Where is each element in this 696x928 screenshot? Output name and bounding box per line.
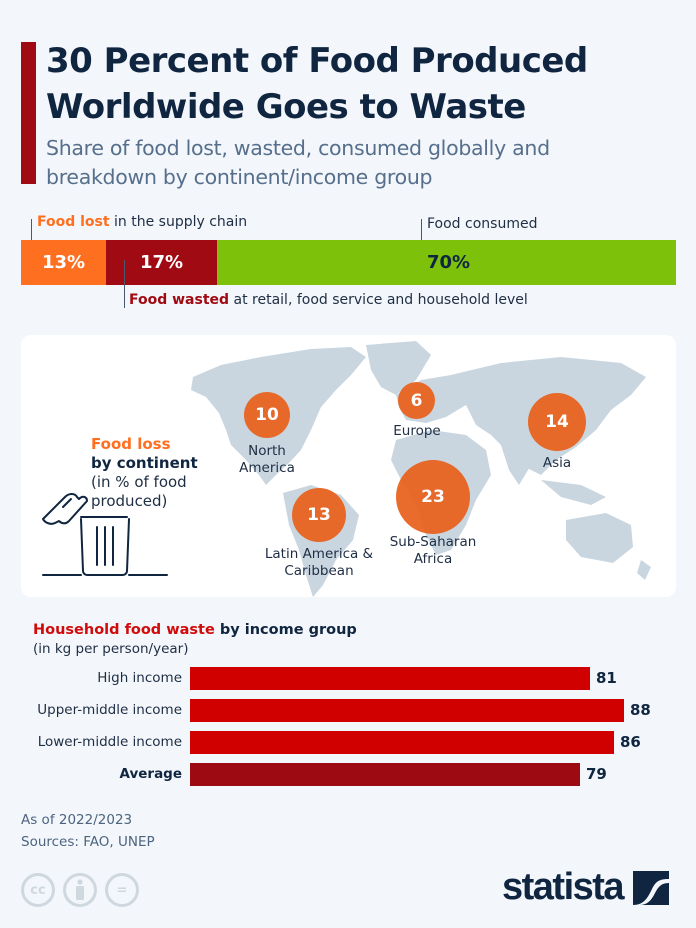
global-split-bar: 13% 17% 70% [21, 240, 676, 285]
household-section-title: Household food waste by income group [33, 622, 357, 638]
food-loss-map-card: Food loss by continent (in % of food pro… [21, 335, 676, 597]
food-lost-label: Food lost in the supply chain [37, 214, 248, 230]
bar-row-average: Average 79 [0, 763, 696, 787]
license-icons: cc = [21, 873, 139, 907]
food-wasted-label: Food wasted at retail, food service and … [129, 292, 528, 308]
household-section-unit: (in kg per person/year) [33, 641, 189, 657]
segment-food-wasted: 17% [106, 240, 217, 285]
nd-icon[interactable]: = [105, 873, 139, 907]
statista-logo[interactable]: statista [502, 866, 670, 909]
bar-high-income [190, 667, 590, 690]
bar-row-high-income: High income 81 [0, 667, 696, 691]
date-note: As of 2022/2023 [21, 812, 133, 828]
label-europe: Europe [393, 423, 441, 439]
bubble-europe: 6 [398, 382, 435, 419]
segment-food-lost: 13% [21, 240, 106, 285]
label-north-america: North America [239, 443, 295, 476]
statista-logo-mark-icon [633, 870, 670, 905]
sources-note: Sources: FAO, UNEP [21, 834, 155, 850]
segment-food-consumed: 70% [217, 240, 676, 285]
food-consumed-label: Food consumed [427, 216, 538, 232]
label-asia: Asia [542, 455, 572, 471]
label-latin-america: Latin America & Caribbean [264, 546, 374, 579]
map-legend: Food loss by continent (in % of food pro… [91, 435, 198, 510]
bar-lower-middle-income [190, 731, 614, 754]
bar-upper-middle-income [190, 699, 624, 722]
bubble-latin-america: 13 [292, 488, 346, 542]
food-wasted-leader [124, 260, 125, 308]
by-icon[interactable] [63, 873, 97, 907]
bar-row-lower-middle-income: Lower-middle income 86 [0, 731, 696, 755]
bubble-sub-saharan-africa: 23 [396, 460, 470, 534]
page-subtitle: Share of food lost, wasted, consumed glo… [46, 136, 550, 189]
bar-average [190, 763, 580, 786]
page-title: 30 Percent of Food Produced Worldwide Go… [46, 41, 588, 127]
title-accent-bar [21, 42, 36, 184]
trash-can-icon [42, 493, 168, 576]
food-lost-leader [31, 219, 32, 249]
cc-icon[interactable]: cc [21, 873, 55, 907]
label-sub-saharan-africa: Sub-Saharan Africa [389, 534, 477, 567]
bubble-north-america: 10 [244, 392, 290, 438]
bubble-asia: 14 [528, 393, 586, 451]
bar-row-upper-middle-income: Upper-middle income 88 [0, 699, 696, 723]
